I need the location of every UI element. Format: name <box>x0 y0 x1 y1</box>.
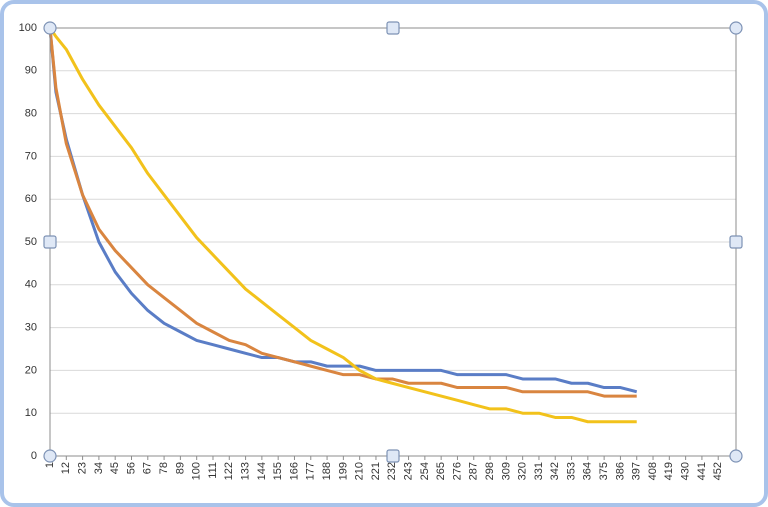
series-line <box>48 27 637 424</box>
x-tick-label: 89 <box>174 462 186 474</box>
handle[interactable] <box>729 235 743 249</box>
y-tick-label: 100 <box>19 22 37 34</box>
x-tick-label: 430 <box>680 462 692 480</box>
y-tick-label: 10 <box>25 407 37 419</box>
handle[interactable] <box>386 449 400 463</box>
x-tick-label: 78 <box>158 462 170 474</box>
x-tick-label: 265 <box>435 462 447 480</box>
x-tick-label: 34 <box>93 462 105 474</box>
handle[interactable] <box>386 21 400 35</box>
y-tick-label: 60 <box>25 193 37 205</box>
y-tick-label: 0 <box>31 450 37 462</box>
x-tick-label: 309 <box>500 462 512 480</box>
x-tick-label: 452 <box>712 462 724 480</box>
x-tick-label: 23 <box>77 462 89 474</box>
x-tick-label: 67 <box>142 462 154 474</box>
x-tick-label: 155 <box>272 462 284 480</box>
y-tick-label: 80 <box>25 108 37 120</box>
x-tick-label: 133 <box>239 462 251 480</box>
y-tick-label: 70 <box>25 150 37 162</box>
x-tick-label: 243 <box>402 462 414 480</box>
x-tick-label: 12 <box>60 462 72 474</box>
handle[interactable] <box>729 21 743 35</box>
x-tick-label: 320 <box>517 462 529 480</box>
x-tick-label: 254 <box>419 462 431 480</box>
x-tick-label: 441 <box>696 462 708 480</box>
handle[interactable] <box>729 449 743 463</box>
x-tick-label: 419 <box>663 462 675 480</box>
x-tick-label: 375 <box>598 462 610 480</box>
x-tick-label: 353 <box>565 462 577 480</box>
x-tick-label: 221 <box>370 462 382 480</box>
x-tick-label: 144 <box>256 462 268 480</box>
selection-handles[interactable] <box>43 21 743 463</box>
plot-area: 0 10 20 30 40 50 60 70 80 90 100 1 12 23 34 45 56 67 78 89 1… <box>19 22 736 480</box>
x-tick-label: 100 <box>191 462 203 480</box>
y-tick-label: 90 <box>25 65 37 77</box>
handle[interactable] <box>43 235 57 249</box>
x-tick-label: 166 <box>288 462 300 480</box>
x-tick-label: 287 <box>468 462 480 480</box>
x-tick-label: 111 <box>207 462 219 479</box>
y-tick-label: 50 <box>25 236 37 248</box>
x-tick-label: 364 <box>582 462 594 480</box>
x-tick-label: 342 <box>549 462 561 480</box>
x-tick-label: 397 <box>631 462 643 480</box>
x-tick-label: 188 <box>321 462 333 480</box>
x-tick-label: 386 <box>614 462 626 480</box>
y-tick-label: 20 <box>25 364 37 376</box>
x-tick-label: 232 <box>386 462 398 480</box>
x-tick-label: 276 <box>451 462 463 480</box>
x-tick-label: 122 <box>223 462 235 480</box>
x-tick-label: 177 <box>305 462 317 480</box>
y-tick-label: 30 <box>25 322 37 334</box>
x-tick-label: 210 <box>354 462 366 480</box>
x-tick-label: 408 <box>647 462 659 480</box>
x-tick-label: 56 <box>125 462 137 474</box>
x-tick-label: 298 <box>484 462 496 480</box>
handle[interactable] <box>43 21 57 35</box>
handle[interactable] <box>43 449 57 463</box>
y-tick-label: 40 <box>25 279 37 291</box>
series-line <box>48 27 637 398</box>
x-tick-label: 199 <box>337 462 349 480</box>
series-line <box>48 27 638 394</box>
x-tick-label: 331 <box>533 462 545 480</box>
x-tick-label: 1 <box>44 462 56 468</box>
x-tick-label: 45 <box>109 462 121 474</box>
